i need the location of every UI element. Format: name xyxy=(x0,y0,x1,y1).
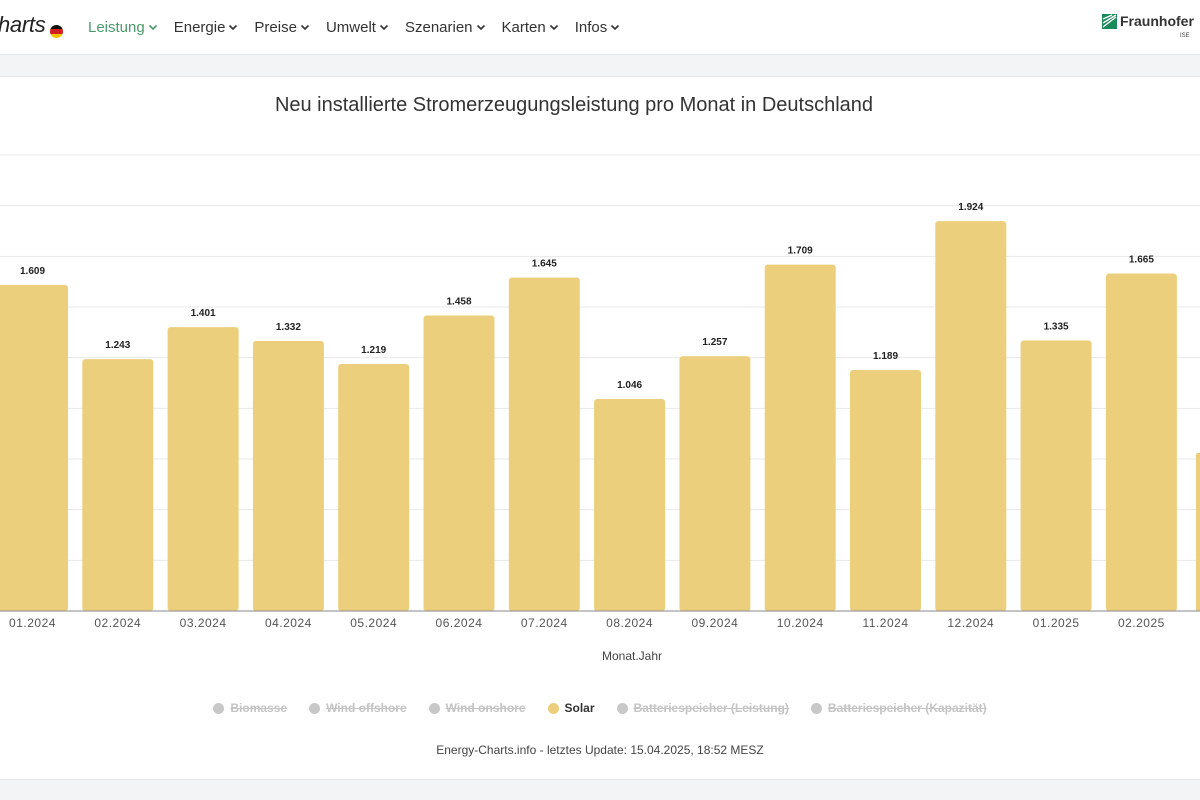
chevron-down-icon xyxy=(611,24,620,31)
bar xyxy=(338,363,410,611)
data-label: 1.335 xyxy=(1044,321,1069,332)
x-tick-label: 04.2024 xyxy=(265,616,312,630)
data-label: 1.924 xyxy=(958,202,983,213)
data-label: 1.609 xyxy=(20,266,45,277)
nav-item-karten[interactable]: Karten xyxy=(502,19,559,36)
german-flag-icon xyxy=(50,25,63,38)
nav-item-leistung[interactable]: Leistung xyxy=(88,19,158,36)
bar xyxy=(594,399,666,611)
legend-item[interactable]: Solar xyxy=(547,701,595,715)
nav-item-label: Szenarien xyxy=(404,18,473,36)
legend-dot-icon xyxy=(428,702,440,714)
legend-dot-icon xyxy=(547,702,559,714)
nav-item-energie[interactable]: Energie xyxy=(174,19,239,36)
bar xyxy=(167,327,239,611)
legend-label: Solar xyxy=(564,701,595,715)
x-tick-label: 01.2024 xyxy=(9,616,56,630)
data-label: 1.645 xyxy=(532,259,557,270)
bar xyxy=(679,356,751,611)
chevron-down-icon xyxy=(379,24,389,31)
x-tick-label: 12.2024 xyxy=(947,616,994,630)
nav-item-infos[interactable]: Infos xyxy=(575,19,621,36)
x-tick-label: 09.2024 xyxy=(691,616,738,630)
legend-item[interactable]: Batteriespeicher (Kapazität) xyxy=(810,701,987,715)
x-tick-label: 07.2024 xyxy=(521,616,568,630)
data-label: 1.709 xyxy=(788,246,813,257)
legend-dot-icon xyxy=(616,702,628,714)
main-nav: Leistung Energie Preise Umwelt Szenarien Kart… xyxy=(88,0,620,54)
data-label: 1.243 xyxy=(105,340,130,351)
x-tick-label: 02.2024 xyxy=(94,616,141,630)
logo-text: Fraunhofer xyxy=(1120,13,1194,29)
top-navigation-bar: harts Leistung Energie Preise Umwelt Szenari… xyxy=(0,0,1200,55)
bar xyxy=(1105,273,1177,611)
site-brand[interactable]: harts xyxy=(0,12,46,37)
chevron-down-icon xyxy=(549,24,558,31)
nav-item-umwelt[interactable]: Umwelt xyxy=(326,19,389,36)
fraunhofer-mark-icon xyxy=(1102,14,1117,29)
data-label: 1.332 xyxy=(276,322,301,333)
x-tick-label: 01.2025 xyxy=(1033,616,1080,630)
x-tick-label: 02.2025 xyxy=(1118,616,1165,630)
chevron-down-icon xyxy=(476,24,485,31)
bar-partial xyxy=(1196,453,1200,611)
chevron-down-icon xyxy=(300,24,310,31)
x-tick-label: 03.2024 xyxy=(180,616,227,630)
nav-item-label: Leistung xyxy=(88,18,145,36)
chart-legend: Biomasse Wind offshore Wind onshore Solar Ba… xyxy=(0,698,1200,718)
bar xyxy=(935,221,1007,611)
logo-subtext: ISE xyxy=(1180,33,1190,39)
bar xyxy=(423,315,495,611)
data-label: 1.665 xyxy=(1129,255,1154,266)
chevron-down-icon xyxy=(148,24,157,31)
legend-label: Batteriespeicher (Leistung) xyxy=(633,701,789,715)
legend-label: Wind onshore xyxy=(445,701,526,715)
legend-item[interactable]: Wind onshore xyxy=(428,701,526,715)
legend-item[interactable]: Batteriespeicher (Leistung) xyxy=(616,701,789,715)
x-tick-label: 08.2024 xyxy=(606,616,653,630)
x-tick-label: 10.2024 xyxy=(777,616,824,630)
nav-item-preise[interactable]: Preise xyxy=(254,19,310,36)
bar xyxy=(1020,340,1092,611)
bar xyxy=(764,264,836,611)
data-label: 1.401 xyxy=(191,308,216,319)
legend-dot-icon xyxy=(309,702,321,714)
nav-item-label: Umwelt xyxy=(325,18,376,36)
legend-label: Batteriespeicher (Kapazität) xyxy=(827,701,987,715)
nav-item-szenarien[interactable]: Szenarien xyxy=(405,19,486,36)
legend-dot-icon xyxy=(213,702,225,714)
legend-label: Wind offshore xyxy=(326,701,407,715)
legend-label: Biomasse xyxy=(230,701,288,715)
data-label: 1.458 xyxy=(446,297,471,308)
bar xyxy=(850,370,921,611)
x-axis-label: Monat.Jahr xyxy=(602,649,662,663)
bar xyxy=(0,284,68,611)
bar xyxy=(508,277,580,611)
legend-item[interactable]: Biomasse xyxy=(213,701,287,715)
legend-dot-icon xyxy=(810,702,822,714)
bar xyxy=(252,341,324,611)
x-tick-label: 11.2024 xyxy=(863,616,909,630)
fraunhofer-logo[interactable]: Fraunhofer ISE xyxy=(1102,13,1194,39)
chevron-down-icon xyxy=(229,24,238,31)
data-label: 1.219 xyxy=(361,345,386,356)
data-label: 1.189 xyxy=(873,351,898,362)
x-tick-label: 05.2024 xyxy=(350,616,397,630)
data-label: 1.257 xyxy=(702,337,727,348)
chart-title: Neu installierte Stromerzeugungsleistung… xyxy=(274,94,874,116)
nav-item-label: Energie xyxy=(173,18,226,36)
legend-item[interactable]: Wind offshore xyxy=(309,701,407,715)
data-label: 1.046 xyxy=(617,380,642,391)
bar xyxy=(82,359,154,611)
nav-item-label: Infos xyxy=(574,18,608,36)
nav-item-label: Preise xyxy=(254,18,297,36)
x-tick-label: 06.2024 xyxy=(436,616,483,630)
nav-item-label: Karten xyxy=(501,18,546,36)
update-credit: Energy-Charts.info - letztes Update: 15.… xyxy=(436,743,764,757)
